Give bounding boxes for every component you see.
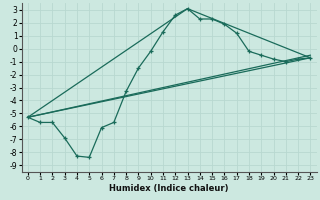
- X-axis label: Humidex (Indice chaleur): Humidex (Indice chaleur): [109, 184, 229, 193]
